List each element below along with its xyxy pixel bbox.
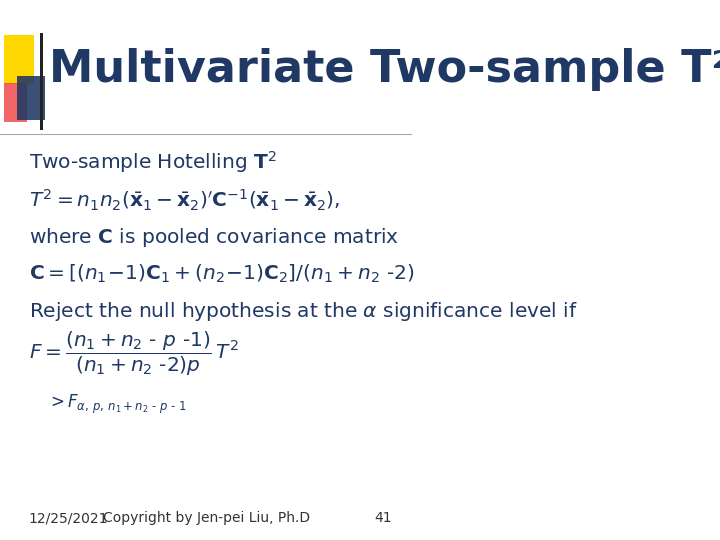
- Text: $> F_{\alpha,\, p,\, n_1 + n_2\ \text{-}\ p\ \text{-}\ 1}$: $> F_{\alpha,\, p,\, n_1 + n_2\ \text{-}…: [48, 393, 187, 415]
- Text: 41: 41: [374, 511, 392, 525]
- Text: Reject the null hypothesis at the $\alpha$ significance level if: Reject the null hypothesis at the $\alph…: [29, 300, 577, 322]
- Bar: [4, 83, 27, 122]
- Bar: [4, 35, 34, 84]
- Text: Two-sample Hotelling $\mathbf{T}^2$: Two-sample Hotelling $\mathbf{T}^2$: [29, 149, 276, 175]
- Text: $F = \dfrac{(n_1 + n_2\ \text{-}\ p\ \text{-}1)}{(n_1 + n_2\ \text{-}2)p}\,T^2$: $F = \dfrac{(n_1 + n_2\ \text{-}\ p\ \te…: [29, 329, 239, 378]
- Bar: [17, 76, 45, 120]
- Text: $\mathbf{C} = [(n_1\!-\!1)\mathbf{C}_1 + (n_2\!-\!1)\mathbf{C}_2]/(n_1 + n_2\ \t: $\mathbf{C} = [(n_1\!-\!1)\mathbf{C}_1 +…: [29, 263, 414, 286]
- Bar: [40, 33, 43, 130]
- Text: Multivariate Two-sample T² Test: Multivariate Two-sample T² Test: [49, 48, 720, 91]
- Text: $T^2 = n_1n_2(\bar{\mathbf{x}}_1 - \bar{\mathbf{x}}_2)'\mathbf{C}^{-1}(\bar{\mat: $T^2 = n_1n_2(\bar{\mathbf{x}}_1 - \bar{…: [29, 188, 340, 213]
- Text: 12/25/2021: 12/25/2021: [29, 511, 108, 525]
- Text: Copyright by Jen-pei Liu, Ph.D: Copyright by Jen-pei Liu, Ph.D: [102, 511, 310, 525]
- Text: where $\mathbf{C}$ is pooled covariance matrix: where $\mathbf{C}$ is pooled covariance …: [29, 226, 399, 249]
